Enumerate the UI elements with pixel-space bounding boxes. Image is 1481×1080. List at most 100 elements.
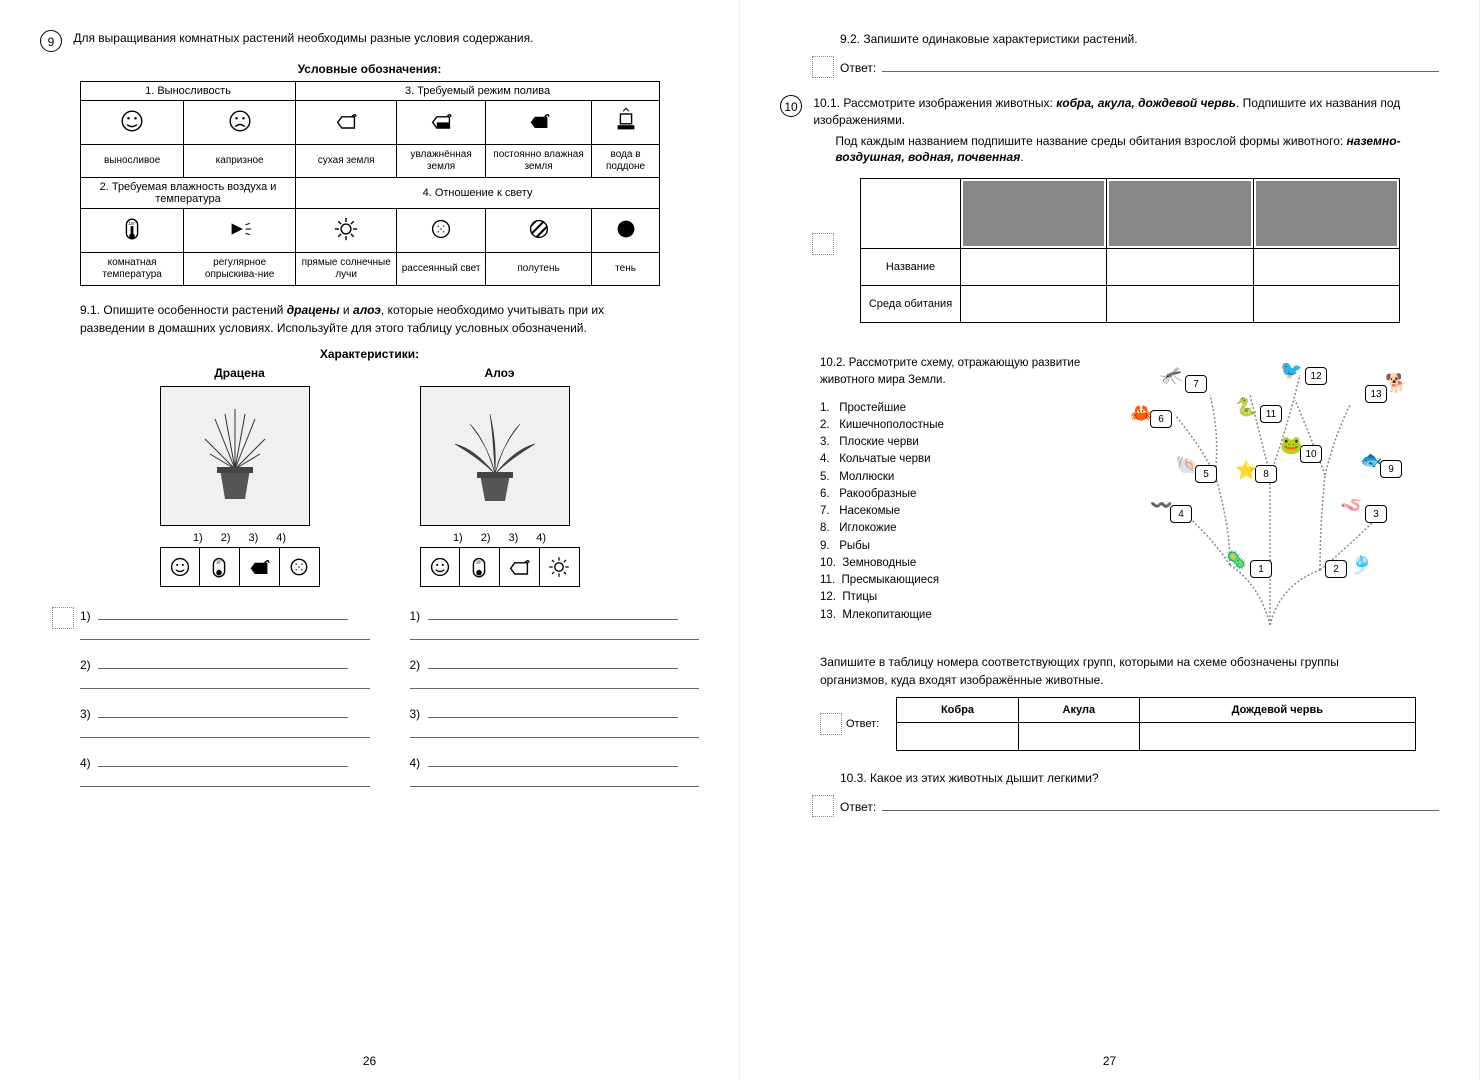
q10-number: 10 [780, 95, 802, 117]
circle-dotted-icon [427, 215, 455, 243]
icon-fussy [184, 101, 296, 145]
ans-cell-3[interactable] [1139, 723, 1415, 751]
plant2-nums: 1) 2) 3) 4) [420, 532, 580, 544]
scheme-list: 10.2. Рассмотрите схему, отражающую разв… [820, 355, 1100, 635]
plant1-nums: 1) 2) 3) 4) [160, 532, 320, 544]
line-2-2[interactable]: 2) [410, 658, 700, 689]
watering-can-half-icon [427, 107, 455, 135]
watering-can-full-icon [525, 107, 553, 135]
page-26: 9 Для выращивания комнатных растений нео… [0, 0, 740, 1080]
checkbox-102[interactable] [820, 713, 842, 735]
p2-icon1 [420, 547, 460, 587]
checkbox-101[interactable] [812, 233, 834, 255]
face-sad-icon [226, 107, 254, 135]
node-11: 11 [1260, 405, 1282, 423]
dracaena-icon [175, 399, 295, 519]
q91: 9.1. Опишите особенности растений драцен… [80, 301, 670, 337]
list-item: 4. Кольчатые черви [820, 451, 1100, 468]
node-12: 12 [1305, 367, 1327, 385]
line-1-1[interactable]: 1) [80, 609, 370, 640]
hdr-water: 3. Требуемый режим полива [296, 82, 660, 101]
pict-frog: 🐸 [1280, 435, 1302, 456]
p1-icon1 [160, 547, 200, 587]
q92: 9.2. Запишите одинаковые характеристики … [840, 30, 1430, 48]
checkbox-1[interactable] [52, 607, 74, 629]
icon-dry [296, 101, 397, 145]
icon-moist [397, 101, 486, 145]
answer-92[interactable]: Ответ: [840, 60, 1439, 75]
icon-partial [485, 209, 591, 253]
pot-tray-icon [612, 107, 640, 135]
plant-dracaena: Драцена 1) 2) 3) 4) 18° [160, 366, 320, 587]
pict-snake: 🐍 [1235, 397, 1257, 418]
plant1-icons: 18° [160, 547, 320, 587]
node-7: 7 [1185, 375, 1207, 393]
q92-label: 9.2. [840, 32, 860, 46]
col-shark: Акула [1019, 698, 1140, 723]
node-6: 6 [1150, 410, 1172, 428]
list-item: 11. Пресмыкающиеся [820, 572, 1100, 589]
pict-bird: 🐦 [1280, 360, 1302, 381]
line-2-4[interactable]: 4) [410, 756, 700, 787]
node-5: 5 [1195, 465, 1217, 483]
watering-can-empty-icon [332, 107, 360, 135]
icon-diffuse [397, 209, 486, 253]
node-2: 2 [1325, 560, 1347, 578]
checkbox-103[interactable] [812, 795, 834, 817]
line-1-4[interactable]: 4) [80, 756, 370, 787]
hdr-hardiness: 1. Выносливость [81, 82, 296, 101]
lbl-partial: полутень [485, 253, 591, 286]
answer-lines: 1) 2) 3) 4) 1) 2) 3) 4) [80, 609, 699, 805]
svg-text:18°: 18° [128, 221, 135, 227]
p2-icon2: 18° [460, 547, 500, 587]
line-2-1[interactable]: 1) [410, 609, 700, 640]
icon-shade [592, 209, 660, 253]
lbl-moist: увлажнённая земля [397, 145, 486, 178]
list-item: 6. Ракообразные [820, 486, 1100, 503]
ans-cell-2[interactable] [1019, 723, 1140, 751]
groups-list: 1. Простейшие 2. Кишечнополостные 3. Пло… [820, 400, 1100, 624]
q9-number: 9 [40, 30, 62, 52]
face-happy-icon [118, 107, 146, 135]
list-item: 2. Кишечнополостные [820, 417, 1100, 434]
lbl-tray: вода в поддоне [592, 145, 660, 178]
plant2-icons: 18° [420, 547, 580, 587]
result-wrap: Ответ: Кобра Акула Дождевой червь [820, 697, 1439, 751]
lbl-fussy: капризное [184, 145, 296, 178]
ans-cell-1[interactable] [897, 723, 1019, 751]
pict-protist: 🦠 [1225, 550, 1247, 571]
list-item: 8. Иглокожие [820, 520, 1100, 537]
question-10: 10 10.1. Рассмотрите изображения животны… [780, 95, 1439, 166]
legend-title: Условные обозначения: [40, 62, 699, 76]
node-4: 4 [1170, 505, 1192, 523]
line-1-2[interactable]: 2) [80, 658, 370, 689]
pict-crab: 🦀 [1130, 403, 1152, 424]
list-item: 7. Насекомые [820, 503, 1100, 520]
instruction: Запишите в таблицу номера соответствующи… [820, 653, 1399, 689]
list-item: 3. Плоские черви [820, 434, 1100, 451]
question-9: 9 Для выращивания комнатных растений нео… [40, 30, 699, 52]
node-8: 8 [1255, 465, 1277, 483]
lbl-shade: тень [592, 253, 660, 286]
q103: 10.3. Какое из этих животных дышит легки… [840, 769, 1430, 787]
pict-dog: 🐕 [1385, 373, 1407, 394]
icon-tray [592, 101, 660, 145]
checkbox-92[interactable] [812, 56, 834, 78]
pict-mollusk: 🐚 [1175, 455, 1197, 476]
q92-text: Запишите одинаковые характеристики расте… [863, 32, 1137, 46]
icon-spray [184, 209, 296, 253]
pict-jelly: 🎐 [1350, 555, 1372, 576]
icon-direct [296, 209, 397, 253]
lbl-direct: прямые солнечные лучи [296, 253, 397, 286]
pict-fish: 🐟 [1360, 450, 1382, 471]
p2-icon4 [540, 547, 580, 587]
result-table: Кобра Акула Дождевой червь [896, 697, 1416, 751]
list-item: 10. Земноводные [820, 555, 1100, 572]
plant1-name: Драцена [160, 366, 320, 380]
aloe-icon [435, 399, 555, 519]
line-1-3[interactable]: 3) [80, 707, 370, 738]
plant2-img [420, 386, 570, 526]
spray-icon [226, 215, 254, 243]
answer-103[interactable]: Ответ: [840, 799, 1439, 814]
line-2-3[interactable]: 3) [410, 707, 700, 738]
